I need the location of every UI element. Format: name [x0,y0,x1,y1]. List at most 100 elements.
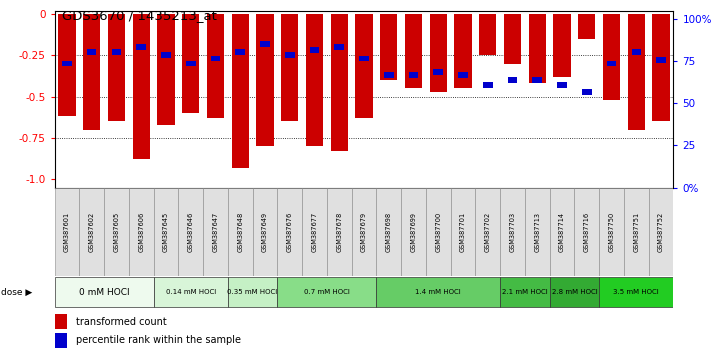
Bar [500,277,550,307]
Text: 0.35 mM HOCl: 0.35 mM HOCl [227,289,278,295]
Text: GSM387752: GSM387752 [658,212,664,252]
Text: 0 mM HOCl: 0 mM HOCl [79,287,130,297]
Text: GSM387678: GSM387678 [336,212,342,252]
Bar [327,188,352,276]
Bar [578,14,596,39]
Text: GSM387699: GSM387699 [411,212,416,252]
Text: GSM387716: GSM387716 [584,212,590,252]
Bar [203,188,228,276]
Bar [182,14,199,113]
Bar [104,188,129,276]
Bar [235,49,245,55]
Bar [430,14,447,92]
Bar [599,188,624,276]
Bar [136,44,146,50]
Bar [207,14,224,118]
Bar [277,277,376,307]
Bar [500,188,525,276]
Text: 0.14 mM HOCl: 0.14 mM HOCl [165,289,216,295]
Text: GSM387647: GSM387647 [213,212,218,252]
Bar [55,188,79,276]
Text: 3.5 mM HOCl: 3.5 mM HOCl [614,289,659,295]
Bar [210,56,221,62]
Bar [359,56,369,62]
Text: GSM387702: GSM387702 [485,212,491,252]
Bar [285,52,295,58]
Text: GSM387676: GSM387676 [287,212,293,252]
Bar [458,72,468,78]
Bar [352,188,376,276]
Text: transformed count: transformed count [76,316,167,327]
Bar [380,14,397,80]
Bar [550,277,599,307]
Bar [55,333,67,348]
Bar [649,188,673,276]
Bar [574,188,599,276]
Bar [302,188,327,276]
Bar [631,49,641,55]
Bar [186,61,196,67]
Text: GSM387602: GSM387602 [89,212,95,252]
Bar [111,49,122,55]
Bar [154,188,178,276]
Bar [656,57,666,63]
Bar [525,188,550,276]
Text: 1.4 mM HOCl: 1.4 mM HOCl [416,289,461,295]
Bar [550,188,574,276]
Text: 0.7 mM HOCl: 0.7 mM HOCl [304,289,350,295]
Bar [408,72,419,78]
Bar [628,14,645,130]
Bar [62,61,72,67]
Bar [599,277,673,307]
Text: GSM387648: GSM387648 [237,212,243,252]
Bar [355,14,373,118]
Text: GDS3670 / 1435213_at: GDS3670 / 1435213_at [62,9,217,22]
Bar [228,188,253,276]
Text: GSM387713: GSM387713 [534,212,540,252]
Text: 2.8 mM HOCl: 2.8 mM HOCl [552,289,597,295]
Bar [451,188,475,276]
Text: GSM387679: GSM387679 [361,212,367,252]
Bar [606,61,617,67]
Bar [376,188,401,276]
Bar [603,14,620,100]
Bar [652,14,670,121]
Text: 2.1 mM HOCl: 2.1 mM HOCl [502,289,547,295]
Bar [154,277,228,307]
Bar [405,14,422,88]
Bar [157,14,175,125]
Bar [475,188,500,276]
Bar [454,14,472,88]
Bar [557,82,567,88]
Text: GSM387605: GSM387605 [114,212,119,252]
Bar [479,14,496,55]
Bar [309,47,320,53]
Bar [582,89,592,95]
Bar [55,277,154,307]
Text: GSM387646: GSM387646 [188,212,194,252]
Text: GSM387751: GSM387751 [633,212,639,252]
Bar [161,52,171,58]
Text: GSM387714: GSM387714 [559,212,565,252]
Text: GSM387601: GSM387601 [64,212,70,252]
Bar [331,14,348,151]
Bar [253,188,277,276]
Bar [504,14,521,64]
Bar [232,14,249,168]
Text: GSM387677: GSM387677 [312,212,317,252]
Bar [532,77,542,83]
Text: GSM387703: GSM387703 [510,212,515,252]
Bar [507,77,518,83]
Text: GSM387750: GSM387750 [609,212,614,252]
Bar [624,188,649,276]
Text: dose ▶: dose ▶ [1,287,33,297]
Bar [306,14,323,146]
Bar [83,14,100,130]
Bar [55,314,67,329]
Bar [79,188,104,276]
Bar [384,72,394,78]
Bar [433,69,443,75]
Bar [529,14,546,84]
Bar [108,14,125,121]
Bar [426,188,451,276]
